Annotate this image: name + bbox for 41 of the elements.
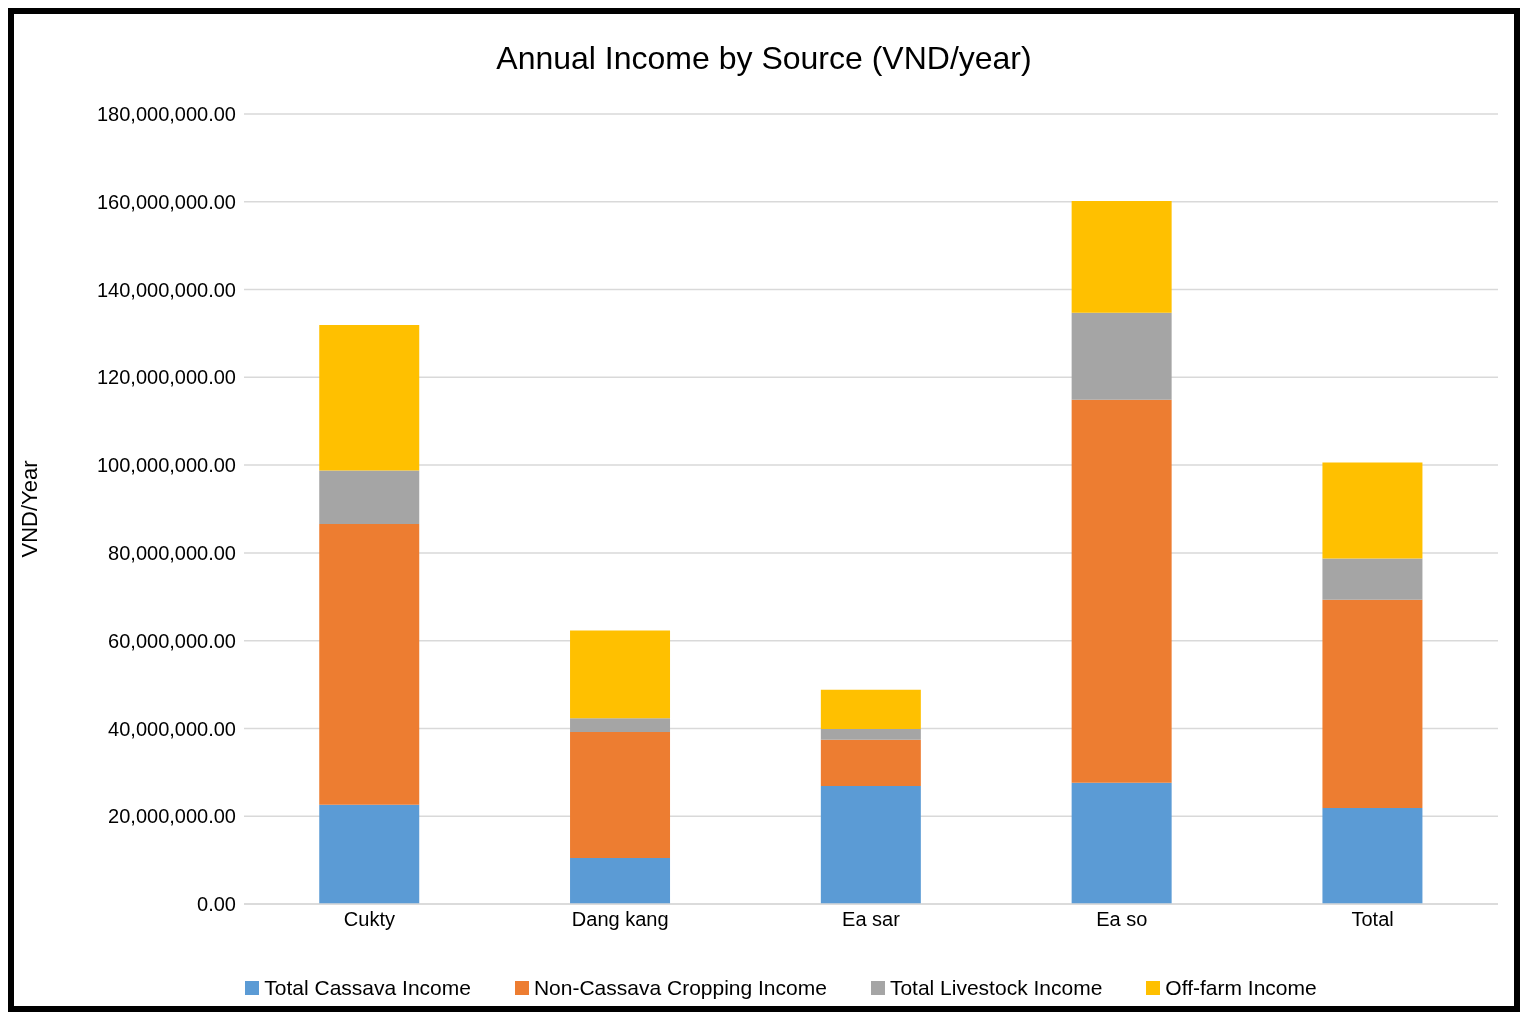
bar (1071, 200, 1172, 313)
bar (1071, 399, 1172, 783)
y-tick-label: 160,000,000.00 (96, 190, 236, 213)
y-tick-label: 120,000,000.00 (96, 366, 236, 389)
legend-label: Total Cassava Income (263, 976, 471, 1000)
y-tick-label: 20,000,000.00 (108, 805, 236, 828)
bar (1322, 462, 1423, 559)
y-tick-label: 100,000,000.00 (96, 454, 236, 477)
y-tick-label: 0.00 (197, 893, 236, 916)
bar (570, 630, 671, 719)
bar (319, 325, 420, 471)
x-tick-label: Total (1351, 908, 1394, 931)
bar (319, 470, 420, 524)
bar (820, 739, 921, 786)
bar (319, 523, 420, 805)
bar (319, 804, 420, 904)
y-tick-label: 60,000,000.00 (108, 629, 236, 652)
bar (570, 731, 671, 858)
x-tick-label: Ea sar (842, 908, 901, 931)
y-tick-label: 40,000,000.00 (108, 717, 236, 740)
y-tick-label: 80,000,000.00 (108, 541, 236, 564)
bar (1071, 782, 1172, 904)
legend-label: Off-farm Income (1164, 976, 1317, 1000)
bar (1322, 558, 1423, 600)
bar (820, 728, 921, 740)
bar (1071, 312, 1172, 400)
bar (1322, 599, 1423, 808)
x-tick-label: Dang kang (571, 908, 669, 931)
legend-label: Total Livestock Income (888, 976, 1103, 1000)
bar (820, 689, 921, 729)
legend-label: Non-Cassava Cropping Income (532, 976, 827, 1000)
bar (1322, 807, 1423, 904)
bar (570, 857, 671, 904)
y-tick-label: 140,000,000.00 (96, 278, 236, 301)
y-tick-label: 180,000,000.00 (96, 103, 236, 126)
x-tick-label: Cukty (343, 908, 395, 931)
bar (820, 785, 921, 904)
x-tick-label: Ea so (1096, 908, 1148, 931)
y-axis-title: VND/Year (16, 460, 42, 558)
chart-title: Annual Income by Source (VND/year) (495, 39, 1033, 78)
bar (570, 718, 671, 732)
